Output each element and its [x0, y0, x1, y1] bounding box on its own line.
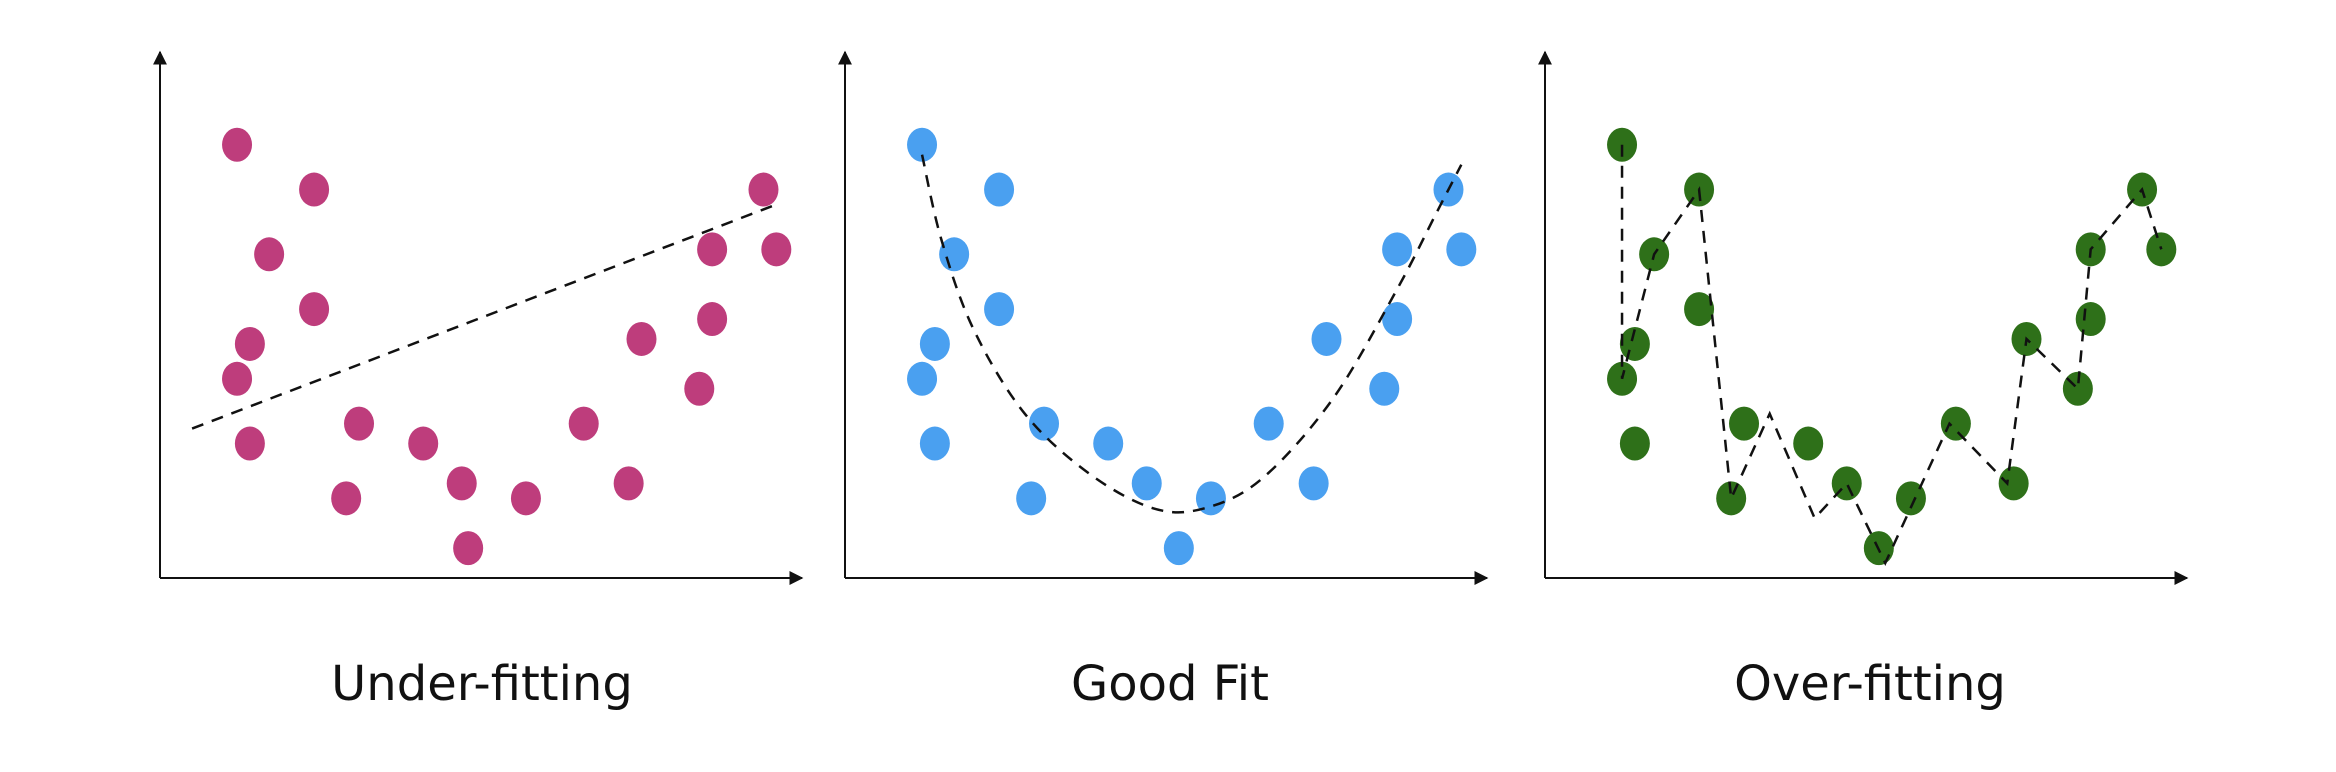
data-point	[1298, 466, 1329, 501]
data-point	[684, 371, 715, 406]
data-point	[984, 292, 1015, 327]
fit-line	[920, 154, 1463, 514]
data-point	[568, 406, 599, 441]
data-point	[1940, 406, 1971, 441]
data-point	[697, 232, 728, 267]
data-point	[453, 531, 484, 566]
panel-under-fitting	[153, 50, 804, 585]
data-point	[1131, 466, 1162, 501]
panel-title-good-fit: Good Fit	[1071, 656, 1269, 712]
data-point	[697, 302, 728, 337]
data-point	[222, 361, 253, 396]
data-point	[299, 172, 330, 207]
data-point	[613, 466, 644, 501]
data-point	[331, 481, 362, 516]
data-point	[222, 127, 253, 162]
data-point	[1382, 302, 1413, 337]
data-point	[1093, 426, 1124, 461]
data-point	[1382, 232, 1413, 267]
data-point	[1163, 531, 1194, 566]
data-point	[1619, 426, 1650, 461]
panel-over-fitting	[1538, 50, 2189, 585]
data-point	[761, 232, 792, 267]
data-point	[1793, 426, 1824, 461]
data-point	[1446, 232, 1477, 267]
data-point	[984, 172, 1015, 207]
data-point	[1998, 466, 2029, 501]
data-point	[939, 237, 970, 272]
data-point	[907, 127, 938, 162]
data-point	[1311, 321, 1342, 356]
panel-title-over-fitting: Over-fitting	[1734, 656, 2006, 712]
data-point	[408, 426, 439, 461]
data-point	[1253, 406, 1284, 441]
data-point	[1619, 326, 1650, 361]
panel-title-under-fitting: Under-fitting	[331, 656, 633, 712]
fit-line	[1620, 144, 2163, 566]
data-point	[234, 426, 265, 461]
data-point	[907, 361, 938, 396]
data-point	[299, 292, 330, 327]
data-point	[1716, 481, 1747, 516]
data-point	[626, 321, 657, 356]
data-point	[234, 326, 265, 361]
data-point	[748, 172, 779, 207]
data-point	[1684, 292, 1715, 327]
panel-good-fit	[838, 50, 1489, 585]
data-point	[1016, 481, 1047, 516]
data-point	[919, 326, 950, 361]
data-point	[254, 237, 285, 272]
data-point	[1729, 406, 1760, 441]
data-point	[1029, 406, 1060, 441]
data-point	[1369, 371, 1400, 406]
data-point	[510, 481, 541, 516]
data-point	[2075, 302, 2106, 337]
data-point	[919, 426, 950, 461]
data-point	[446, 466, 477, 501]
data-point	[1195, 481, 1226, 516]
panels-group	[153, 50, 2189, 585]
data-point	[1895, 481, 1926, 516]
data-point	[344, 406, 375, 441]
